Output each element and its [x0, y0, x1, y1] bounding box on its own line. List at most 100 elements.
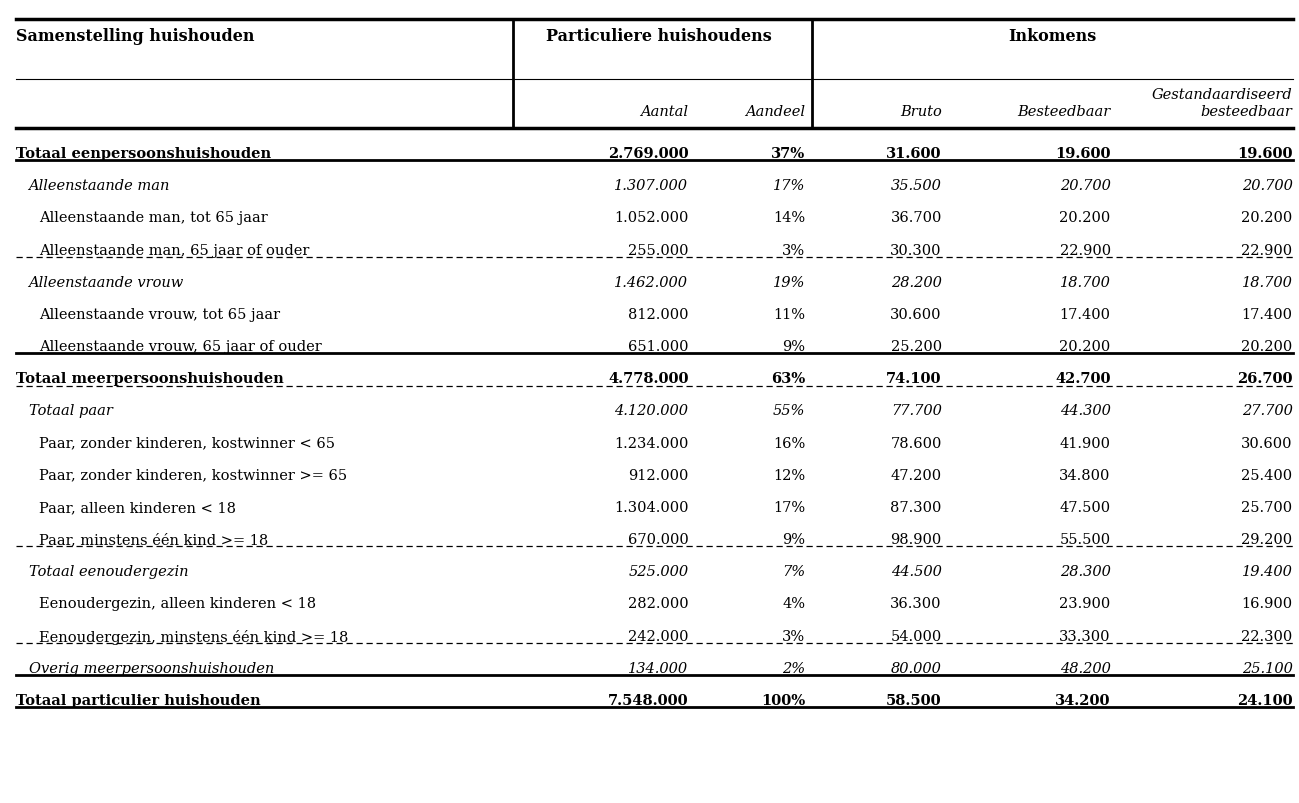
Text: Paar, zonder kinderen, kostwinner < 65: Paar, zonder kinderen, kostwinner < 65 — [39, 436, 335, 450]
Text: Paar, minstens één kind >= 18: Paar, minstens één kind >= 18 — [39, 532, 268, 546]
Text: Alleenstaande vrouw, 65 jaar of ouder: Alleenstaande vrouw, 65 jaar of ouder — [39, 340, 322, 353]
Text: 19.600: 19.600 — [1237, 147, 1293, 161]
Text: 9%: 9% — [782, 532, 805, 546]
Text: Particuliere huishoudens: Particuliere huishoudens — [547, 28, 772, 45]
Text: 25.700: 25.700 — [1242, 500, 1293, 514]
Text: 242.000: 242.000 — [627, 629, 688, 642]
Text: 36.300: 36.300 — [890, 597, 942, 610]
Text: 42.700: 42.700 — [1055, 372, 1111, 385]
Text: 25.200: 25.200 — [891, 340, 942, 353]
Text: Inkomens: Inkomens — [1008, 28, 1096, 45]
Text: 34.800: 34.800 — [1059, 468, 1111, 482]
Text: Samenstelling huishouden: Samenstelling huishouden — [16, 28, 255, 45]
Text: 19.400: 19.400 — [1242, 565, 1293, 578]
Text: 31.600: 31.600 — [886, 147, 942, 161]
Text: Gestandaardiseerd
besteedbaar: Gestandaardiseerd besteedbaar — [1152, 88, 1293, 119]
Text: 17.400: 17.400 — [1242, 308, 1293, 321]
Text: Alleenstaande man, 65 jaar of ouder: Alleenstaande man, 65 jaar of ouder — [39, 243, 309, 257]
Text: 20.700: 20.700 — [1060, 179, 1111, 193]
Text: Alleenstaande man, tot 65 jaar: Alleenstaande man, tot 65 jaar — [39, 211, 268, 225]
Text: 17%: 17% — [773, 179, 805, 193]
Text: Eenoudergezin, alleen kinderen < 18: Eenoudergezin, alleen kinderen < 18 — [39, 597, 316, 610]
Text: 30.300: 30.300 — [890, 243, 942, 257]
Text: 30.600: 30.600 — [1241, 436, 1293, 450]
Text: 63%: 63% — [772, 372, 805, 385]
Text: Bruto: Bruto — [900, 104, 942, 118]
Text: 1.307.000: 1.307.000 — [614, 179, 688, 193]
Text: 30.600: 30.600 — [890, 308, 942, 321]
Text: 17%: 17% — [773, 500, 805, 514]
Text: 18.700: 18.700 — [1060, 275, 1111, 289]
Text: 74.100: 74.100 — [886, 372, 942, 385]
Text: 282.000: 282.000 — [627, 597, 688, 610]
Text: Totaal particulier huishouden: Totaal particulier huishouden — [16, 693, 260, 707]
Text: 4.120.000: 4.120.000 — [614, 404, 688, 418]
Text: 20.200: 20.200 — [1060, 340, 1111, 353]
Text: 7.548.000: 7.548.000 — [608, 693, 688, 707]
Text: 35.500: 35.500 — [891, 179, 942, 193]
Text: 16.900: 16.900 — [1242, 597, 1293, 610]
Text: 670.000: 670.000 — [627, 532, 688, 546]
Text: 3%: 3% — [782, 243, 805, 257]
Text: 19%: 19% — [773, 275, 805, 289]
Text: 44.300: 44.300 — [1060, 404, 1111, 418]
Text: 58.500: 58.500 — [886, 693, 942, 707]
Text: 54.000: 54.000 — [891, 629, 942, 642]
Text: 47.500: 47.500 — [1060, 500, 1111, 514]
Text: 812.000: 812.000 — [627, 308, 688, 321]
Text: 22.900: 22.900 — [1242, 243, 1293, 257]
Text: 19.600: 19.600 — [1055, 147, 1111, 161]
Text: Totaal paar: Totaal paar — [29, 404, 113, 418]
Text: 25.100: 25.100 — [1242, 661, 1293, 675]
Text: 651.000: 651.000 — [627, 340, 688, 353]
Text: 41.900: 41.900 — [1060, 436, 1111, 450]
Text: Paar, alleen kinderen < 18: Paar, alleen kinderen < 18 — [39, 500, 236, 514]
Text: 100%: 100% — [761, 693, 805, 707]
Text: 28.200: 28.200 — [891, 275, 942, 289]
Text: Aandeel: Aandeel — [746, 104, 805, 118]
Text: 22.300: 22.300 — [1242, 629, 1293, 642]
Text: 25.400: 25.400 — [1242, 468, 1293, 482]
Text: 20.200: 20.200 — [1242, 340, 1293, 353]
Text: Alleenstaande vrouw, tot 65 jaar: Alleenstaande vrouw, tot 65 jaar — [39, 308, 281, 321]
Text: 48.200: 48.200 — [1060, 661, 1111, 675]
Text: Overig meerpersoonshuishouden: Overig meerpersoonshuishouden — [29, 661, 274, 675]
Text: 20.700: 20.700 — [1242, 179, 1293, 193]
Text: Totaal eenpersoonshuishouden: Totaal eenpersoonshuishouden — [16, 147, 270, 161]
Text: 134.000: 134.000 — [629, 661, 688, 675]
Text: 12%: 12% — [773, 468, 805, 482]
Text: 1.234.000: 1.234.000 — [614, 436, 688, 450]
Text: 27.700: 27.700 — [1242, 404, 1293, 418]
Text: 77.700: 77.700 — [891, 404, 942, 418]
Text: 525.000: 525.000 — [629, 565, 688, 578]
Text: Totaal meerpersoonshuishouden: Totaal meerpersoonshuishouden — [16, 372, 283, 385]
Text: 98.900: 98.900 — [891, 532, 942, 546]
Text: 18.700: 18.700 — [1242, 275, 1293, 289]
Text: 1.462.000: 1.462.000 — [614, 275, 688, 289]
Text: 78.600: 78.600 — [890, 436, 942, 450]
Text: 1.052.000: 1.052.000 — [614, 211, 688, 225]
Text: Eenoudergezin, minstens één kind >= 18: Eenoudergezin, minstens één kind >= 18 — [39, 629, 348, 644]
Text: 2.769.000: 2.769.000 — [608, 147, 688, 161]
Text: 2%: 2% — [782, 661, 805, 675]
Text: 28.300: 28.300 — [1060, 565, 1111, 578]
Text: 255.000: 255.000 — [627, 243, 688, 257]
Text: 7%: 7% — [782, 565, 805, 578]
Text: Aantal: Aantal — [640, 104, 688, 118]
Text: 29.200: 29.200 — [1242, 532, 1293, 546]
Text: 33.300: 33.300 — [1059, 629, 1111, 642]
Text: Alleenstaande man: Alleenstaande man — [29, 179, 170, 193]
Text: 87.300: 87.300 — [890, 500, 942, 514]
Text: 1.304.000: 1.304.000 — [614, 500, 688, 514]
Text: 80.000: 80.000 — [891, 661, 942, 675]
Text: 22.900: 22.900 — [1060, 243, 1111, 257]
Text: 34.200: 34.200 — [1055, 693, 1111, 707]
Text: 37%: 37% — [772, 147, 805, 161]
Text: 47.200: 47.200 — [891, 468, 942, 482]
Text: Paar, zonder kinderen, kostwinner >= 65: Paar, zonder kinderen, kostwinner >= 65 — [39, 468, 347, 482]
Text: 4%: 4% — [782, 597, 805, 610]
Text: Besteedbaar: Besteedbaar — [1017, 104, 1111, 118]
Text: 23.900: 23.900 — [1060, 597, 1111, 610]
Text: 55.500: 55.500 — [1060, 532, 1111, 546]
Text: 26.700: 26.700 — [1237, 372, 1293, 385]
